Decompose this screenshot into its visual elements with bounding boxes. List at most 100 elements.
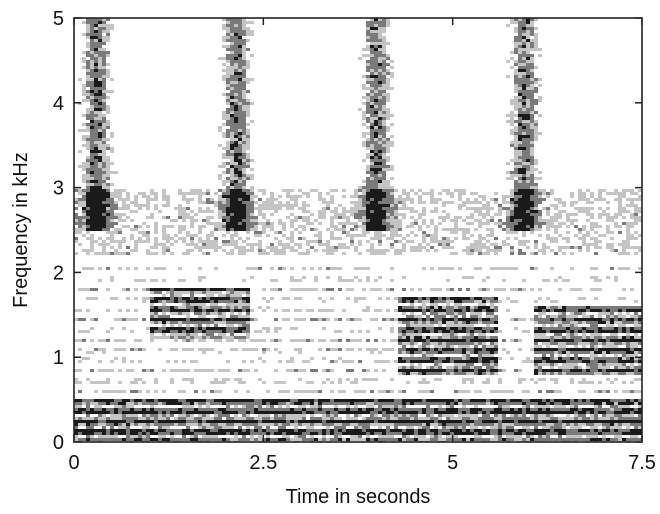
spectrogram-cell xyxy=(230,84,234,87)
spectrogram-cell xyxy=(174,336,178,339)
spectrogram-cell xyxy=(102,114,106,117)
spectrogram-cell xyxy=(362,429,366,432)
spectrogram-cell xyxy=(210,222,214,225)
spectrogram-cell xyxy=(470,216,474,219)
spectrogram-cell xyxy=(250,405,254,408)
spectrogram-cell xyxy=(218,420,222,423)
spectrogram-cell xyxy=(462,324,466,327)
spectrogram-cell xyxy=(162,429,166,432)
spectrogram-cell xyxy=(310,417,314,420)
spectrogram-cell xyxy=(314,240,318,243)
spectrogram-cell xyxy=(286,369,290,372)
spectrogram-cell xyxy=(154,207,158,210)
spectrogram-cell xyxy=(106,165,110,168)
spectrogram-cell xyxy=(98,141,102,144)
spectrogram-cell xyxy=(354,207,358,210)
spectrogram-cell xyxy=(130,249,134,252)
spectrogram-cell xyxy=(262,351,266,354)
spectrogram-cell xyxy=(78,432,82,435)
spectrogram-cell xyxy=(218,126,222,129)
spectrogram-cell xyxy=(414,222,418,225)
spectrogram-cell xyxy=(190,378,194,381)
spectrogram-cell xyxy=(378,90,382,93)
spectrogram-cell xyxy=(458,390,462,393)
spectrogram-cell xyxy=(90,93,94,96)
spectrogram-cell xyxy=(106,54,110,57)
spectrogram-cell xyxy=(458,402,462,405)
spectrogram-cell xyxy=(94,63,98,66)
spectrogram-cell xyxy=(426,414,430,417)
spectrogram-cell xyxy=(190,297,194,300)
spectrogram-cell xyxy=(146,195,150,198)
spectrogram-cell xyxy=(402,411,406,414)
spectrogram-cell xyxy=(198,279,202,282)
spectrogram-cell xyxy=(194,324,198,327)
spectrogram-cell xyxy=(290,246,294,249)
spectrogram-cell xyxy=(138,339,142,342)
spectrogram-cell xyxy=(398,336,402,339)
spectrogram-cell xyxy=(94,57,98,60)
spectrogram-cell xyxy=(346,234,350,237)
spectrogram-cell xyxy=(182,288,186,291)
spectrogram-cell xyxy=(234,291,238,294)
spectrogram-cell xyxy=(374,414,378,417)
spectrogram-cell xyxy=(238,126,242,129)
spectrogram-cell xyxy=(358,186,362,189)
spectrogram-cell xyxy=(86,117,90,120)
spectrogram-cell xyxy=(166,249,170,252)
spectrogram-cell xyxy=(382,111,386,114)
spectrogram-cell xyxy=(158,243,162,246)
spectrogram-cell xyxy=(342,411,346,414)
spectrogram-cell xyxy=(98,36,102,39)
spectrogram-cell xyxy=(382,120,386,123)
spectrogram-cell xyxy=(242,195,246,198)
spectrogram-cell xyxy=(106,75,110,78)
spectrogram-cell xyxy=(466,438,470,441)
spectrogram-cell xyxy=(278,327,282,330)
spectrogram-cell xyxy=(406,195,410,198)
spectrogram-cell xyxy=(230,72,234,75)
spectrogram-cell xyxy=(154,192,158,195)
spectrogram-cell xyxy=(202,438,206,441)
spectrogram-cell xyxy=(218,315,222,318)
spectrogram-cell xyxy=(106,243,110,246)
spectrogram-cell xyxy=(378,234,382,237)
spectrogram-cell xyxy=(238,147,242,150)
spectrogram-cell xyxy=(102,171,106,174)
spectrogram-cell xyxy=(246,66,250,69)
spectrogram-cell xyxy=(450,252,454,255)
spectrogram-cell xyxy=(74,198,78,201)
spectrogram-cell xyxy=(382,24,386,27)
spectrogram-cell xyxy=(206,324,210,327)
spectrogram-cell xyxy=(242,183,246,186)
spectrogram-cell xyxy=(102,222,106,225)
spectrogram-cell xyxy=(314,276,318,279)
spectrogram-cell xyxy=(86,201,90,204)
spectrogram-cell xyxy=(138,438,142,441)
spectrogram-cell xyxy=(298,348,302,351)
spectrogram-cell xyxy=(462,309,466,312)
spectrogram-cell xyxy=(134,423,138,426)
spectrogram-cell xyxy=(122,432,126,435)
spectrogram-cell xyxy=(242,180,246,183)
spectrogram-cell xyxy=(354,438,358,441)
spectrogram-cell xyxy=(150,369,154,372)
spectrogram-cell xyxy=(134,240,138,243)
spectrogram-cell xyxy=(378,48,382,51)
spectrogram-cell xyxy=(342,390,346,393)
spectrogram-cell xyxy=(346,423,350,426)
spectrogram-cell xyxy=(94,228,98,231)
spectrogram-cell xyxy=(370,99,374,102)
spectrogram-cell xyxy=(178,438,182,441)
spectrogram-cell xyxy=(90,213,94,216)
spectrogram-cell xyxy=(114,411,118,414)
spectrogram-cell xyxy=(230,69,234,72)
spectrogram-cell xyxy=(226,81,230,84)
spectrogram-cell xyxy=(462,360,466,363)
spectrogram-cell xyxy=(442,339,446,342)
spectrogram-cell xyxy=(386,78,390,81)
spectrogram-cell xyxy=(94,177,98,180)
spectrogram-cell xyxy=(402,246,406,249)
spectrogram-cell xyxy=(374,69,378,72)
